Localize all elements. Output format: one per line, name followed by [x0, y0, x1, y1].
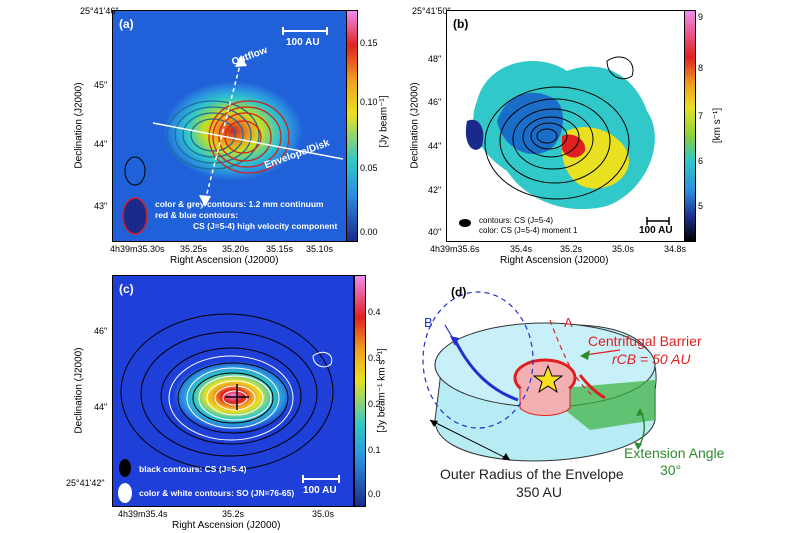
label-a: A	[564, 315, 573, 330]
centrifugal-barrier-title: Centrifugal Barrier	[588, 333, 702, 349]
label-b: B	[424, 315, 433, 330]
panel-b-image: (b) contours: CS (J=5-4) color: CS (J=5-…	[446, 10, 685, 242]
panel-a-dec-top: 25°41'46"	[80, 6, 119, 16]
panel-a-legend-1: color & grey contours: 1.2 mm continuum	[155, 199, 324, 209]
panel-b-cb-tick: 9	[698, 12, 704, 22]
panel-a-label: (a)	[119, 17, 134, 31]
panel-c-ylabel: Declination (J2000)	[73, 347, 85, 434]
panel-b-ra-tick: 35.2s	[560, 244, 583, 254]
envelope-axis-line	[152, 122, 344, 160]
panel-b-dec-tick: 48"	[428, 54, 442, 64]
panel-b-dec-tick: 40"	[428, 227, 442, 237]
panel-b-ra-tick: 34.8s	[664, 244, 687, 254]
panel-a-cb-tick: 0.10	[360, 97, 378, 107]
panel-a-contours	[122, 27, 344, 235]
panel-c-ra-tick: 4h39m35.4s	[118, 509, 168, 519]
beam-ellipse	[459, 219, 471, 227]
panel-c-legend-2: color & white contours: SO (JN=76-65)	[139, 488, 295, 498]
panel-b-cb-tick: 6	[698, 156, 704, 166]
panel-a-cb-tick: 0.00	[360, 227, 378, 237]
panel-b-map	[459, 56, 670, 227]
panel-a-ra-tick: 35.15s	[266, 244, 294, 254]
panel-a-ra-tick: 35.20s	[222, 244, 250, 254]
panel-b-xlabel: Right Ascension (J2000)	[500, 255, 609, 266]
panel-b-ra-tick: 35.0s	[612, 244, 635, 254]
panel-a-legend-2: red & blue contours:	[155, 210, 239, 220]
panel-c-xlabel: Right Ascension (J2000)	[172, 520, 281, 531]
panel-b-cb-tick: 5	[698, 201, 704, 211]
outflow-axis-line	[204, 60, 242, 202]
panel-c-scalebar-label: 100 AU	[303, 485, 337, 496]
panel-a-dec-tick: 45"	[94, 80, 108, 90]
beam-ellipse	[124, 156, 146, 186]
panel-b-legend-1: contours: CS (J=5-4)	[479, 216, 554, 225]
panel-b-ra-tick: 4h39m35.6s	[430, 244, 480, 254]
panel-b-ra-tick: 35.4s	[510, 244, 533, 254]
panel-a-dec-tick: 44"	[94, 139, 108, 149]
panel-a-cb-label: [Jy beam⁻¹]	[378, 95, 390, 148]
outer-radius-title: Outer Radius of the Envelope	[440, 466, 624, 482]
panel-b-cb-label: [km s⁻¹]	[712, 107, 724, 144]
extension-angle-value: 30°	[660, 462, 682, 478]
outer-radius-value: 350 AU	[516, 484, 562, 500]
panel-a-dec-tick: 43"	[94, 201, 108, 211]
panel-c-dec-tick: 25°41'42"	[66, 478, 105, 488]
panel-b-colorbar	[684, 10, 696, 242]
panel-b-dec-tick: 44"	[428, 141, 442, 151]
panel-c-cb-tick: 0.2	[368, 399, 381, 409]
panel-c-dec-tick: 44"	[94, 402, 108, 412]
panel-c-cb-tick: 0.4	[368, 307, 381, 317]
panel-b-cb-tick: 8	[698, 63, 704, 73]
panel-c-ra-tick: 35.0s	[312, 509, 335, 519]
panel-c-cb-label: [Jy beam⁻¹ km s⁻¹]	[376, 348, 388, 433]
extension-angle-title: Extension Angle	[624, 445, 725, 461]
panel-b-scalebar-label: 100 AU	[639, 225, 673, 236]
panel-b-label: (b)	[453, 17, 469, 31]
panel-c-dec-tick: 46"	[94, 326, 108, 336]
panel-c-cb-tick: 0.3	[368, 353, 381, 363]
panel-b-dec-tick: 46"	[428, 97, 442, 107]
panel-a-cb-tick: 0.15	[360, 38, 378, 48]
panel-c-image: (c) black contours: CS (J=5-4) color & w…	[112, 275, 354, 507]
panel-b-ylabel: Declination (J2000)	[409, 82, 421, 169]
panel-c-contours	[118, 313, 340, 503]
panel-a-xlabel: Right Ascension (J2000)	[170, 255, 279, 266]
centrifugal-barrier-value: rCB = 50 AU	[612, 351, 691, 367]
beam-ellipse	[119, 459, 131, 477]
panel-c-colorbar	[354, 275, 366, 507]
panel-a-image: (a) 100 AU Outflow Envelope/Disk color &…	[112, 10, 347, 242]
panel-a-legend-3: CS (J=5-4) high velocity component	[193, 221, 338, 231]
panel-d-label: (d)	[451, 285, 467, 299]
panel-c-label: (c)	[119, 282, 134, 296]
panel-a-cb-tick: 0.05	[360, 163, 378, 173]
panel-a-ra-tick: 4h39m35.30s	[110, 244, 165, 254]
panel-a-ylabel: Declination (J2000)	[73, 82, 85, 169]
panel-b-dec-tick: 42"	[428, 185, 442, 195]
panel-b-dec-top: 25°41'50"	[412, 6, 451, 16]
panel-a-colorbar	[346, 10, 358, 242]
panel-b-cb-tick: 7	[698, 111, 704, 121]
panel-c-cb-tick: 0.0	[368, 489, 381, 499]
beam-ellipse-line	[122, 197, 148, 235]
beam-ellipse	[118, 483, 132, 503]
panel-b-legend-2: color: CS (J=5-4) moment 1	[479, 226, 578, 235]
panel-a-ra-tick: 35.10s	[306, 244, 334, 254]
panel-a-scalebar-label: 100 AU	[286, 37, 320, 48]
panel-a-ra-tick: 35.25s	[180, 244, 208, 254]
panel-c-ra-tick: 35.2s	[222, 509, 245, 519]
panel-d-diagram	[422, 291, 657, 462]
panel-c-legend-1: black contours: CS (J=5-4)	[139, 464, 247, 474]
panel-c-cb-tick: 0.1	[368, 445, 381, 455]
